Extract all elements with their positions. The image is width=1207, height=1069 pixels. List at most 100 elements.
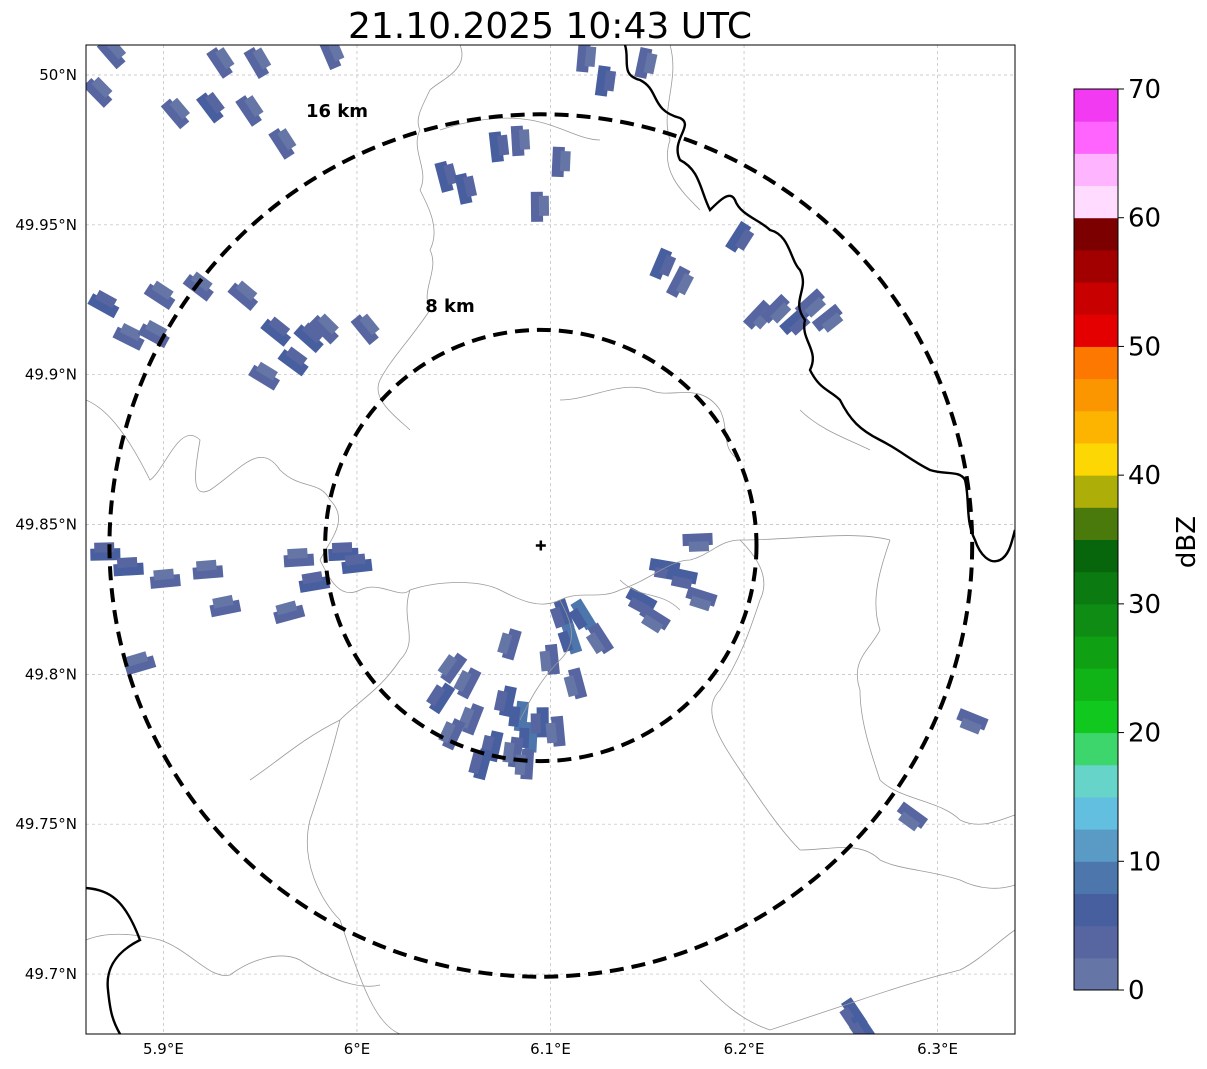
echo-bin [539,650,552,672]
echo-bin [508,706,521,728]
graticule [86,45,1015,1034]
echo-bin [568,607,588,631]
echo-bin [497,632,513,655]
echo-cell [437,652,468,685]
echo-bin [849,1021,869,1034]
echo-cell [956,708,989,735]
echo-bin [735,228,755,251]
echo-bin [570,598,597,631]
colorbar-segment [1074,442,1118,476]
colorbar-segment [1074,539,1118,573]
echo-bin [350,314,379,346]
echo-cell [539,643,560,675]
colorbar-segment [1074,314,1118,347]
echo-bin [659,254,677,277]
colorbar-segment [1074,89,1118,122]
echo-cell [227,280,259,311]
echo-bin [87,293,120,319]
echo-bin [309,314,339,345]
echo-bin [742,299,773,330]
echo-cell [497,628,522,661]
colorbar-segment [1074,185,1118,219]
echo-cell [112,323,145,351]
echo-cell [318,45,345,71]
echo-cell [293,322,324,354]
echo-bin [760,293,790,324]
echo-bin [169,97,191,120]
echo-bin [244,95,264,118]
echo-bin [112,326,145,351]
latitude-tick-label: 49.85°N [15,516,77,534]
echo-bin [530,713,541,734]
echo-bin [359,313,380,336]
echo-cell [530,191,550,222]
echo-cell [760,293,792,324]
axis-tick-labels: 5.9°E 6°E 6.1°E 6.2°E 6.3°E 50°N 49.95°N 49.9°N… [15,66,958,1058]
colorbar-tick-label: 20 [1128,719,1161,749]
range-ring-label-8km: 8 km [425,296,475,317]
echo-cell [530,707,549,738]
colorbar-segment [1074,925,1118,959]
echo-cell [685,586,718,612]
echo-bin [804,296,827,318]
echo-cell [87,289,120,319]
reflectivity-echoes [86,45,989,1034]
echo-bin [212,594,234,609]
latitude-tick-label: 49.95°N [15,216,77,234]
echo-cell [86,76,113,108]
echo-bin [91,76,113,98]
echo-bin [463,175,478,198]
echo-bin [255,361,278,381]
echo-bin [126,651,149,667]
echo-cell [896,801,929,832]
echo-bin [275,600,298,616]
colorbar: 0 10 20 30 40 50 60 70 [1073,75,1161,1006]
echo-bin [497,134,510,156]
latitude-tick-label: 50°N [39,66,77,84]
longitude-tick-label: 6.1°E [530,1040,571,1058]
echo-bin [96,45,126,70]
latitude-tick-label: 49.7°N [25,965,77,983]
echo-bin [443,163,458,186]
colorbar-tick-label: 60 [1128,204,1161,234]
echo-bin [563,675,579,698]
echo-cell [634,47,658,79]
echo-bin [441,718,466,751]
colorbar-segment [1074,636,1118,669]
colorbar-segment [1074,410,1118,444]
echo-cell [639,604,671,634]
echo-bin [227,282,259,311]
echo-bin [206,47,233,79]
echo-cell [160,97,191,130]
echo-bin [252,47,272,70]
echo-cell [283,547,315,568]
colorbar-segment [1074,700,1118,734]
echo-cell [468,748,493,781]
echo-bin [585,631,606,655]
colorbar-tick-label: 10 [1128,847,1161,877]
latitude-tick-label: 49.8°N [25,665,77,683]
echo-bin [643,52,658,75]
range-rings [107,112,975,979]
colorbar-segment [1074,893,1118,927]
echo-cell [277,346,309,377]
colorbar-segment [1074,571,1118,605]
echo-bin [94,289,118,309]
longitude-tick-label: 5.9°E [143,1040,184,1058]
colorbar-tick-label: 0 [1128,976,1145,1006]
colorbar-segment [1074,861,1118,894]
echo-cell [453,667,482,700]
echo-cell [454,172,478,205]
echo-bin [493,690,508,712]
echo-cell [551,146,571,178]
echo-cell [235,95,264,127]
echo-bin [243,47,270,79]
echo-cell [682,532,713,552]
echo-bin [327,45,345,62]
echo-cell [248,361,280,391]
echo-bin [426,684,446,707]
echo-cell [545,715,566,747]
echo-bin [116,556,138,569]
echo-bin [675,272,694,296]
